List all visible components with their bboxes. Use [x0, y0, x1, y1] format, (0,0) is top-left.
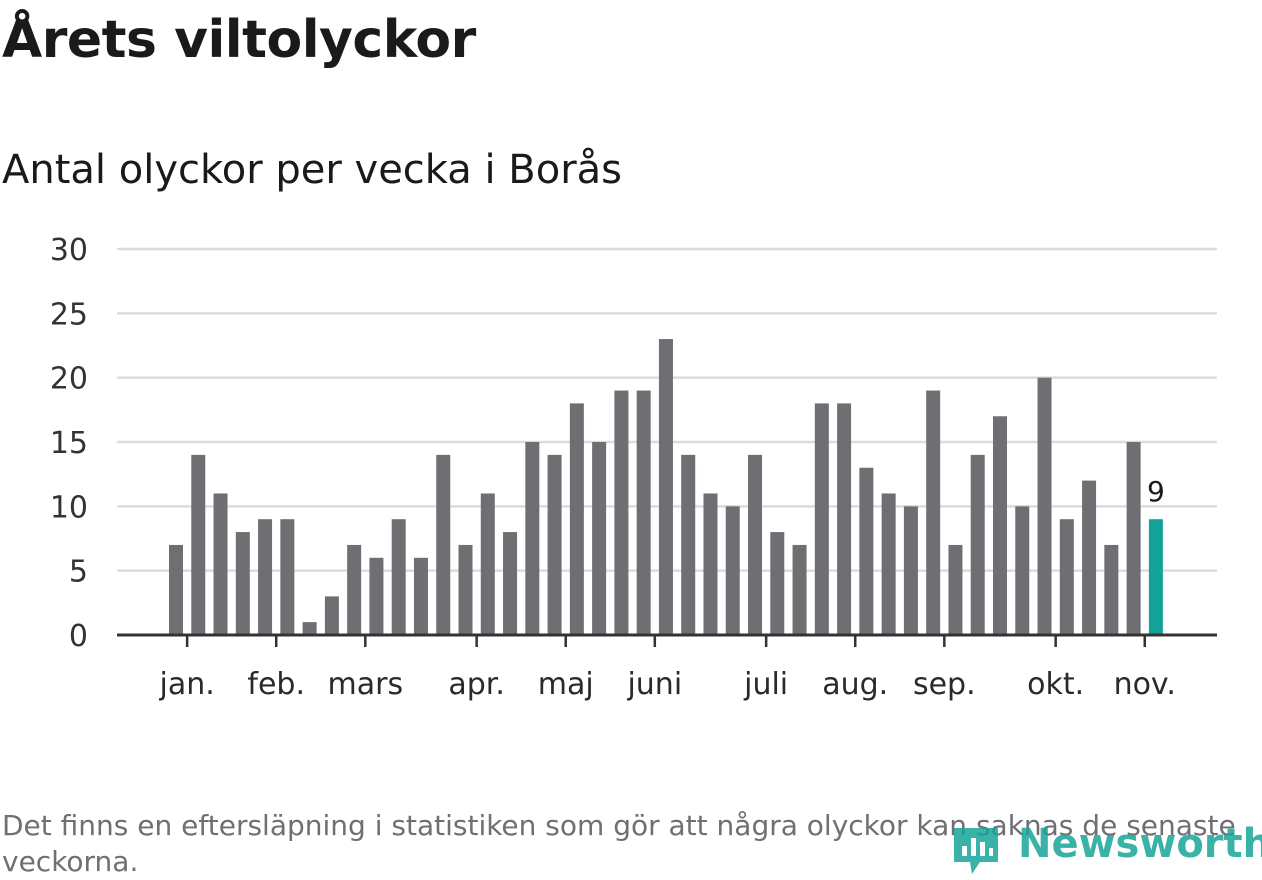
bar — [992, 416, 1007, 635]
newsworthy-logo-icon — [954, 828, 998, 874]
x-tick-label: apr. — [448, 667, 505, 702]
bar — [1126, 442, 1141, 635]
bar — [1104, 544, 1119, 635]
bar — [503, 532, 518, 635]
x-tick-label: sep. — [913, 667, 976, 702]
y-tick-label: 20 — [50, 362, 88, 397]
bar — [191, 454, 206, 635]
bar — [837, 403, 852, 635]
bar — [970, 454, 985, 635]
bar — [926, 390, 941, 635]
y-tick-label: 25 — [50, 297, 88, 332]
bar — [458, 544, 473, 635]
bar — [658, 339, 673, 635]
y-tick-label: 5 — [69, 555, 88, 590]
bar — [436, 454, 451, 635]
bar — [881, 493, 896, 635]
bar — [681, 454, 696, 635]
bar — [703, 493, 718, 635]
bar — [725, 506, 740, 635]
bar — [302, 622, 317, 635]
bar — [614, 390, 629, 635]
bar — [235, 532, 250, 635]
x-tick-label: jan. — [158, 667, 214, 702]
bar — [814, 403, 829, 635]
bar — [859, 467, 874, 635]
chart-title: Årets viltolyckor — [2, 10, 476, 70]
bar — [324, 596, 339, 635]
bar — [792, 544, 807, 635]
y-tick-label: 10 — [50, 490, 88, 525]
bar — [770, 532, 785, 635]
bar-highlight — [1148, 519, 1163, 635]
bar — [1015, 506, 1030, 635]
x-tick-label: maj — [538, 667, 594, 702]
bar — [369, 557, 384, 635]
bar — [525, 442, 540, 635]
bar — [347, 544, 362, 635]
bar — [1037, 377, 1052, 635]
bar — [480, 493, 495, 635]
y-tick-label: 30 — [50, 233, 88, 268]
x-tick-label: feb. — [247, 667, 305, 702]
bar — [903, 506, 918, 635]
bar — [948, 544, 963, 635]
y-tick-label: 15 — [50, 426, 88, 461]
x-tick-label: okt. — [1027, 667, 1084, 702]
bar — [547, 454, 562, 635]
bar — [592, 442, 607, 635]
bar — [748, 454, 763, 635]
bar-chart: 0 5 10 15 20 25 30 9 jan. feb. mars apr. maj juni juli… — [50, 233, 1217, 702]
bar — [169, 544, 183, 635]
newsworthy-logo-text: Newsworthy — [1018, 821, 1262, 867]
x-tick-label: aug. — [822, 667, 888, 702]
newsworthy-logo: Newsworthy — [950, 818, 1262, 878]
x-tick-label: nov. — [1114, 667, 1176, 702]
chart-subtitle: Antal olyckor per vecka i Borås — [2, 147, 623, 193]
footnote: Det finns en eftersläpning i statistiken… — [2, 809, 1236, 878]
x-tick-label: mars — [328, 667, 404, 702]
bar — [391, 519, 406, 635]
x-tick-label: juni — [626, 667, 682, 702]
bar — [213, 493, 228, 635]
bar — [258, 519, 273, 635]
x-tick-label: juli — [743, 667, 788, 702]
y-tick-label: 0 — [69, 619, 88, 654]
bar — [1082, 480, 1097, 635]
bar — [569, 403, 584, 635]
bar — [1059, 519, 1074, 635]
bar — [413, 557, 428, 635]
bar — [280, 519, 295, 635]
bar — [636, 390, 651, 635]
data-label: 9 — [1147, 475, 1165, 508]
